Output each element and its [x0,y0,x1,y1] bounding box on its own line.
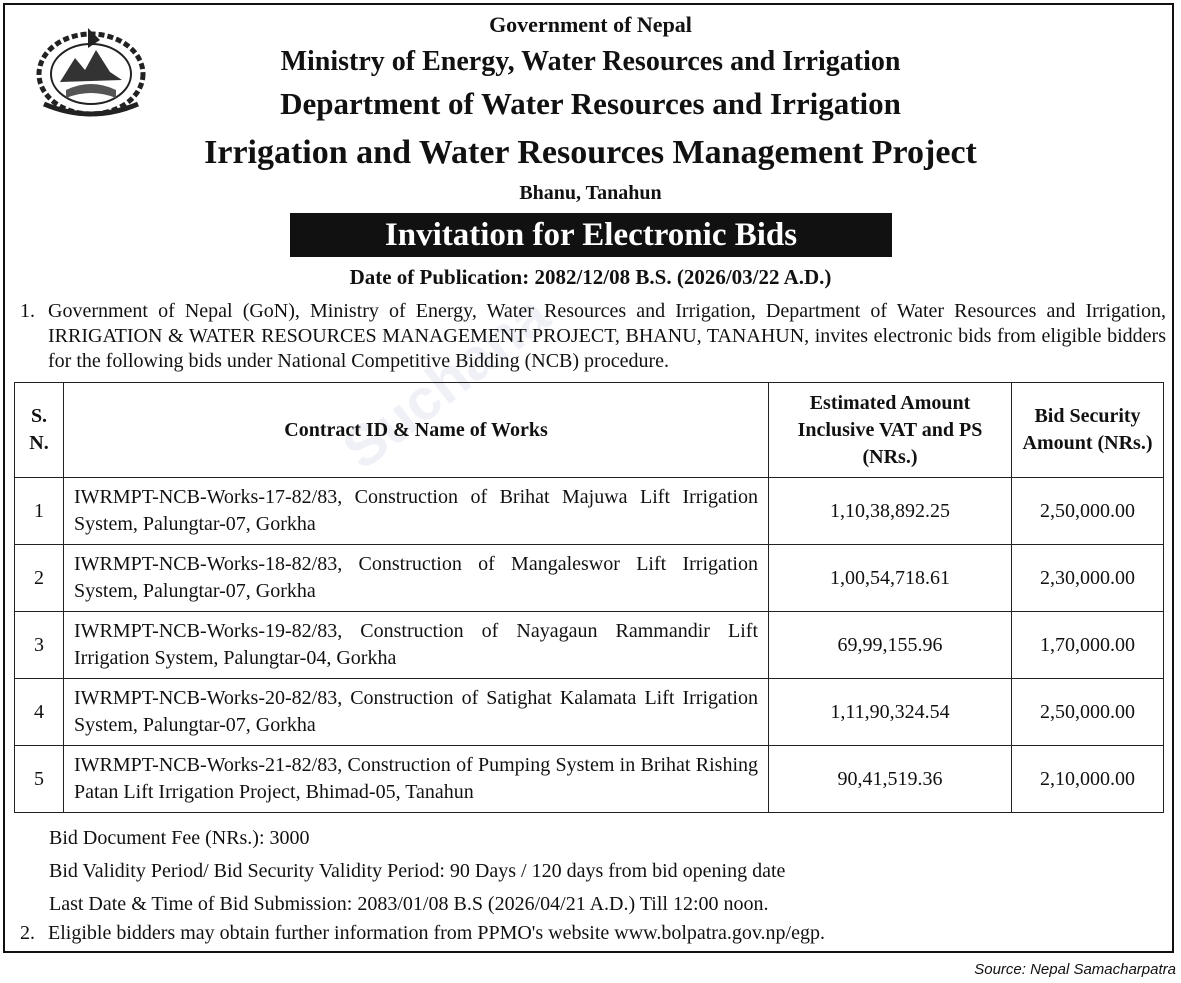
row-work: IWRMPT-NCB-Works-21-82/83, Construction … [63,745,769,813]
paragraph-2: 2. Eligible bidders may obtain further i… [20,922,825,945]
row-amount: 90,41,519.36 [768,745,1012,813]
row-work: IWRMPT-NCB-Works-19-82/83, Construction … [63,611,769,679]
header-work: Contract ID & Name of Works [63,382,769,478]
government-heading: Government of Nepal [489,12,692,37]
department-heading: Department of Water Resources and Irriga… [280,86,901,121]
row-sn: 4 [14,678,64,746]
publication-date: Date of Publication: 2082/12/08 B.S. (20… [349,265,832,289]
table-row: 5 IWRMPT-NCB-Works-21-82/83, Constructio… [14,745,1164,813]
ministry-heading: Ministry of Energy, Water Resources and … [280,46,901,77]
bid-document-fee: Bid Document Fee (NRs.): 3000 [49,827,310,849]
row-work: IWRMPT-NCB-Works-17-82/83, Construction … [63,477,769,545]
row-sn: 5 [14,745,64,813]
notice-border [3,3,1174,953]
row-security: 2,30,000.00 [1011,544,1164,612]
bid-notes: Bid Document Fee (NRs.): 3000 Bid Validi… [49,822,785,921]
row-security: 2,10,000.00 [1011,745,1164,813]
notice-title-banner: Invitation for Electronic Bids [290,213,892,257]
project-location: Bhanu, Tanahun [519,182,662,204]
row-amount: 69,99,155.96 [768,611,1012,679]
row-security: 2,50,000.00 [1011,477,1164,545]
table-header-row: S. N. Contract ID & Name of Works Estima… [14,382,1164,478]
row-work: IWRMPT-NCB-Works-18-82/83, Construction … [63,544,769,612]
table-row: 1 IWRMPT-NCB-Works-17-82/83, Constructio… [14,477,1164,545]
table-row: 3 IWRMPT-NCB-Works-19-82/83, Constructio… [14,611,1164,679]
paragraph-1-number: 1. [20,300,35,322]
table-row: 4 IWRMPT-NCB-Works-20-82/83, Constructio… [14,678,1164,746]
row-sn: 2 [14,544,64,612]
paragraph-1-text: Government of Nepal (GoN), Ministry of E… [48,300,1166,372]
row-amount: 1,10,38,892.25 [768,477,1012,545]
paragraph-2-number: 2. [20,922,35,944]
bid-submission-deadline: Last Date & Time of Bid Submission: 2083… [49,893,769,915]
header-security: Bid Security Amount (NRs.) [1011,382,1164,478]
project-heading: Irrigation and Water Resources Managemen… [204,134,977,171]
bid-validity-period: Bid Validity Period/ Bid Security Validi… [49,860,786,882]
row-sn: 1 [14,477,64,545]
row-amount: 1,00,54,718.61 [768,544,1012,612]
bids-table: S. N. Contract ID & Name of Works Estima… [14,382,1164,813]
row-work: IWRMPT-NCB-Works-20-82/83, Construction … [63,678,769,746]
row-security: 2,50,000.00 [1011,678,1164,746]
row-sn: 3 [14,611,64,679]
table-row: 2 IWRMPT-NCB-Works-18-82/83, Constructio… [14,544,1164,612]
nepal-emblem-icon [36,28,146,117]
header-sn: S. N. [14,382,64,478]
header-amount: Estimated Amount Inclusive VAT and PS (N… [768,382,1012,478]
paragraph-2-text: Eligible bidders may obtain further info… [48,922,825,944]
row-amount: 1,11,90,324.54 [768,678,1012,746]
source-credit: Source: Nepal Samacharpatra [974,961,1176,978]
row-security: 1,70,000.00 [1011,611,1164,679]
paragraph-1: 1. Government of Nepal (GoN), Ministry o… [20,299,1166,374]
